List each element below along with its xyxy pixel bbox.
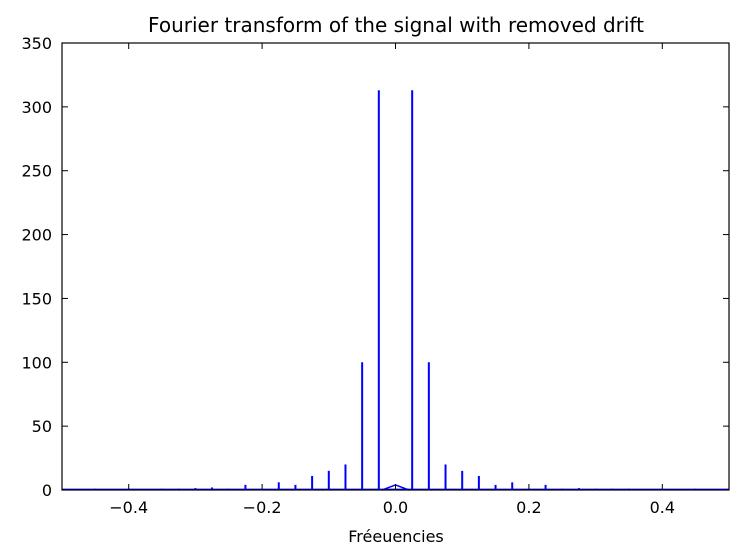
x-axis-label: Fréeuencies — [348, 527, 444, 546]
x-axis: −0.4 −0.2 0.0 0.2 0.4 — [109, 43, 675, 517]
y-tick-label: 250 — [21, 162, 52, 181]
plot-area — [62, 90, 729, 491]
y-tick-label: 50 — [32, 417, 52, 436]
y-tick-label: 100 — [21, 353, 52, 372]
series-line — [62, 90, 729, 491]
x-tick-label: −0.2 — [243, 498, 282, 517]
y-axis: 0 50 100 150 200 250 300 350 — [21, 34, 729, 500]
plot-frame — [61, 42, 730, 491]
x-tick-label: 0.2 — [516, 498, 541, 517]
y-tick-label: 0 — [42, 481, 52, 500]
chart-title: Fourier transform of the signal with rem… — [148, 13, 644, 37]
x-tick-label: −0.4 — [109, 498, 148, 517]
y-tick-label: 150 — [21, 289, 52, 308]
x-tick-label: 0.0 — [383, 498, 408, 517]
y-tick-label: 200 — [21, 226, 52, 245]
y-tick-label: 300 — [21, 98, 52, 117]
y-tick-label: 350 — [21, 34, 52, 53]
x-tick-label: 0.4 — [650, 498, 675, 517]
